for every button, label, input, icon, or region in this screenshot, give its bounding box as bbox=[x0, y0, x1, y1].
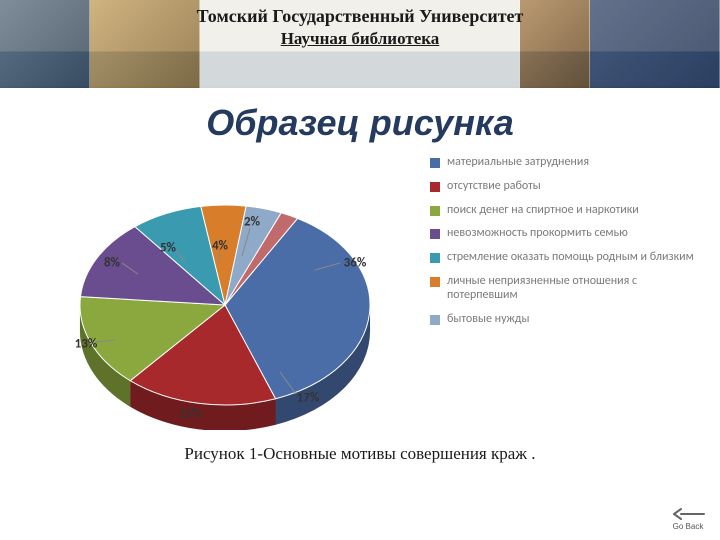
legend-item: поиск денег на спиртное и наркотики bbox=[430, 204, 710, 218]
pie-svg bbox=[10, 150, 430, 430]
legend-label: стремление оказать помощь родным и близк… bbox=[447, 251, 694, 265]
pie-slice-percent: 5% bbox=[160, 241, 176, 256]
pie-slice-percent: 13% bbox=[75, 337, 98, 352]
arrow-left-icon bbox=[671, 506, 705, 522]
legend-swatch bbox=[430, 158, 440, 168]
go-back-button[interactable]: Go Back bbox=[664, 506, 712, 534]
pie-slice-percent: 36% bbox=[344, 256, 367, 271]
legend-swatch bbox=[430, 315, 440, 325]
pie-slice-percent: 2% bbox=[244, 215, 260, 230]
banner-title-line1: Томский Государственный Университет bbox=[0, 6, 720, 27]
pie-slice-percent: 8% bbox=[104, 256, 120, 271]
legend-label: отсутствие работы bbox=[447, 180, 541, 194]
header-banner: Томский Государственный Университет Науч… bbox=[0, 0, 720, 88]
legend: материальные затруднения отсутствие работ… bbox=[430, 150, 710, 430]
legend-swatch bbox=[430, 277, 440, 287]
legend-item: личные неприязненные отношения с потерпе… bbox=[430, 275, 710, 303]
go-back-label: Go Back bbox=[673, 522, 704, 531]
legend-swatch bbox=[430, 253, 440, 263]
chart-area: 36% 17% 15% 13% 8% 5% 4% 2% материальные затруд… bbox=[0, 150, 720, 430]
pie-slice-percent: 17% bbox=[297, 391, 320, 406]
legend-swatch bbox=[430, 182, 440, 192]
legend-label: поиск денег на спиртное и наркотики bbox=[447, 204, 639, 218]
legend-label: личные неприязненные отношения с потерпе… bbox=[447, 275, 710, 303]
pie-slice-percent: 15% bbox=[179, 407, 202, 422]
legend-swatch bbox=[430, 229, 440, 239]
legend-item: отсутствие работы bbox=[430, 180, 710, 194]
figure-caption: Рисунок 1-Основные мотивы совершения кра… bbox=[0, 444, 720, 464]
banner-title-line2: Научная библиотека bbox=[0, 29, 720, 49]
legend-item: бытовые нужды bbox=[430, 313, 710, 327]
slide-title: Образец рисунка bbox=[140, 102, 580, 144]
legend-item: невозможность прокормить семью bbox=[430, 227, 710, 241]
legend-item: стремление оказать помощь родным и близк… bbox=[430, 251, 710, 265]
pie-slice-percent: 4% bbox=[212, 239, 228, 254]
pie-chart: 36% 17% 15% 13% 8% 5% 4% 2% bbox=[10, 150, 430, 430]
legend-label: материальные затруднения bbox=[447, 156, 589, 170]
legend-label: бытовые нужды bbox=[447, 313, 529, 327]
legend-item: материальные затруднения bbox=[430, 156, 710, 170]
legend-label: невозможность прокормить семью bbox=[447, 227, 628, 241]
legend-swatch bbox=[430, 206, 440, 216]
